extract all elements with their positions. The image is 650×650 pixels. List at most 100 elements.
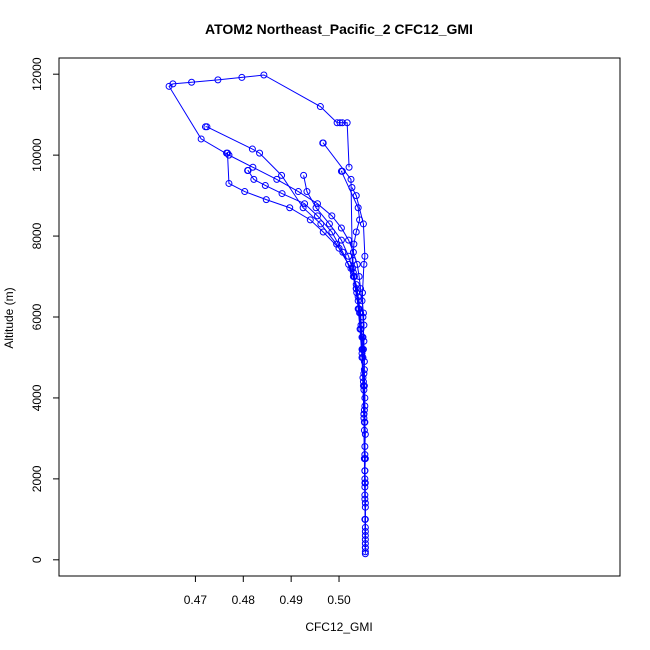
series-1 [165, 71, 369, 558]
x-tick-label: 0.48 [232, 593, 256, 607]
data-point [262, 196, 270, 204]
data-point [357, 321, 365, 329]
data-point [303, 188, 311, 196]
data-point [338, 119, 346, 127]
data-point [337, 236, 345, 244]
series-line [168, 74, 366, 554]
data-point [333, 119, 341, 127]
data-point [325, 220, 333, 228]
data-point [317, 220, 325, 228]
data-point [306, 216, 314, 224]
data-point [286, 204, 294, 212]
data-point [197, 135, 205, 143]
data-point [352, 285, 360, 293]
series-line [351, 187, 366, 548]
data-point [301, 200, 309, 208]
x-tick-label: 0.49 [279, 593, 303, 607]
data-point [352, 228, 360, 236]
data-point [214, 76, 222, 84]
y-axis-label: Altitude (m) [2, 287, 16, 348]
data-point [169, 80, 177, 88]
y-tick-label: 4000 [30, 384, 44, 411]
data-point [360, 337, 368, 345]
data-point [261, 181, 269, 189]
y-tick-label: 10000 [30, 138, 44, 172]
series-3 [201, 123, 369, 552]
y-tick-label: 8000 [30, 222, 44, 249]
data-point [348, 184, 356, 191]
series-line [322, 142, 366, 540]
data-point [361, 402, 369, 410]
data-point [354, 305, 362, 313]
data-point [336, 119, 344, 127]
data-point [352, 192, 360, 200]
x-tick-label: 0.50 [327, 593, 351, 607]
data-point [361, 548, 369, 556]
data-point [338, 167, 346, 175]
series-line [303, 175, 366, 536]
plot-frame [58, 57, 621, 577]
data-point [313, 212, 321, 220]
data-point [359, 220, 367, 228]
data-point [300, 171, 308, 179]
data-point [312, 204, 320, 212]
data-point [361, 499, 369, 507]
y-tick-label: 12000 [30, 57, 44, 91]
data-point [347, 175, 355, 183]
data-point [313, 200, 321, 208]
data-point [358, 349, 366, 357]
series-line [247, 170, 366, 528]
series-7 [300, 171, 369, 540]
data-point [225, 179, 233, 187]
data-point [343, 119, 351, 127]
data-point [358, 345, 366, 353]
plot-area [165, 71, 369, 558]
series-line [205, 126, 366, 548]
data-point [256, 149, 264, 157]
data-point [244, 167, 252, 174]
data-point [349, 268, 357, 276]
series-8 [348, 184, 369, 552]
data-point [360, 260, 368, 268]
data-point [250, 175, 258, 183]
data-point [357, 285, 365, 293]
data-point [337, 224, 345, 232]
y-tick-label: 0 [30, 556, 44, 563]
series-line [226, 152, 366, 552]
data-point [345, 163, 353, 171]
data-point [294, 188, 302, 196]
data-point [223, 149, 231, 157]
data-point [358, 289, 366, 297]
data-point [361, 544, 369, 552]
data-point [339, 248, 347, 256]
data-point [278, 171, 286, 179]
data-point [273, 175, 281, 183]
data-point [359, 382, 367, 390]
data-point [319, 228, 327, 236]
chart-title: ATOM2 Northeast_Pacific_2 CFC12_GMI [205, 21, 473, 37]
data-point [249, 163, 257, 171]
data-point [350, 240, 358, 248]
data-point [201, 123, 209, 131]
y-tick-label: 6000 [30, 303, 44, 330]
data-point [299, 204, 307, 212]
series-4 [223, 149, 369, 556]
data-point [241, 188, 249, 196]
data-point [316, 103, 324, 111]
data-point [328, 212, 336, 220]
data-point [360, 366, 368, 374]
x-axis-label: CFC12_GMI [305, 620, 372, 634]
x-axis: 0.47 0.48 0.49 0.50 [184, 576, 351, 607]
data-point [361, 252, 369, 260]
data-point [361, 451, 369, 459]
data-point [353, 260, 361, 268]
y-axis: 0 2000 4000 6000 8000 10000 12000 [30, 57, 59, 563]
data-point [188, 78, 196, 86]
data-point [319, 139, 327, 147]
data-point [359, 313, 367, 321]
data-point [248, 145, 256, 153]
data-point [278, 190, 286, 198]
data-point [345, 252, 353, 260]
